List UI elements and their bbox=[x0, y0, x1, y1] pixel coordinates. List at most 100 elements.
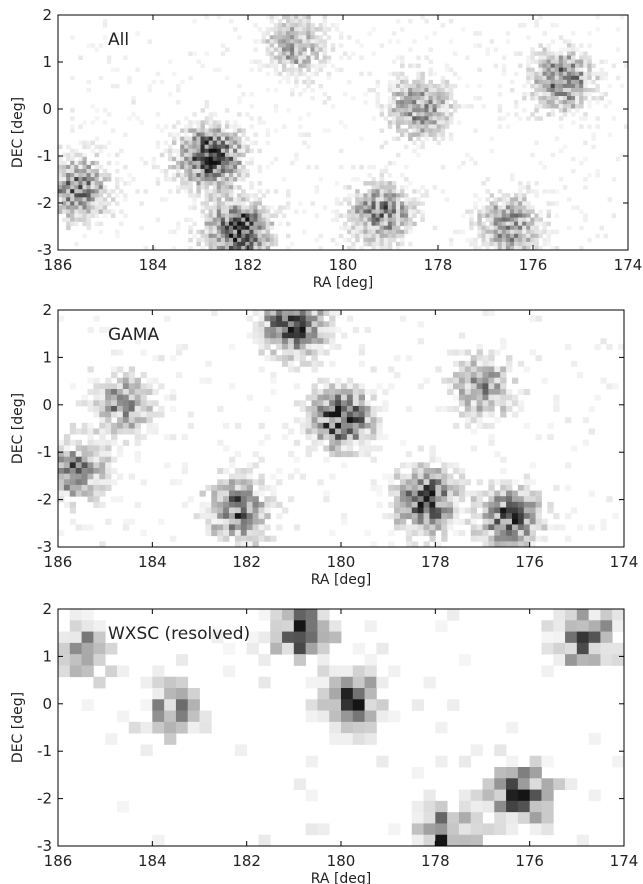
density-cell bbox=[87, 468, 94, 475]
density-cell bbox=[351, 245, 356, 251]
density-cell bbox=[204, 120, 210, 125]
density-cell bbox=[229, 173, 234, 178]
density-cell bbox=[509, 209, 515, 214]
density-cell bbox=[400, 100, 405, 105]
density-cell bbox=[293, 468, 301, 475]
density-cell bbox=[505, 245, 511, 251]
density-cell bbox=[352, 428, 360, 435]
density-cell bbox=[518, 213, 523, 218]
density-cell bbox=[359, 136, 364, 141]
density-cell bbox=[234, 501, 242, 508]
density-cell bbox=[448, 83, 454, 89]
density-cell bbox=[58, 665, 71, 678]
density-cell bbox=[408, 63, 413, 69]
density-cell bbox=[571, 120, 576, 125]
y-axis-label: DEC [deg] bbox=[10, 393, 26, 464]
density-cell bbox=[375, 193, 381, 198]
density-cell bbox=[358, 405, 365, 412]
density-cell bbox=[176, 132, 181, 137]
density-cell bbox=[241, 132, 246, 137]
density-cell bbox=[273, 67, 279, 73]
density-cell bbox=[224, 168, 230, 174]
density-cell bbox=[264, 326, 271, 333]
density-cell bbox=[506, 513, 513, 520]
density-cell bbox=[550, 79, 556, 85]
density-cell bbox=[404, 79, 409, 85]
density-cell bbox=[538, 43, 543, 48]
density-cell bbox=[514, 197, 519, 202]
density-cell bbox=[583, 59, 588, 65]
density-cell bbox=[281, 39, 287, 44]
density-cell bbox=[110, 83, 116, 89]
density-cell bbox=[494, 400, 501, 407]
density-cell bbox=[367, 173, 372, 178]
density-cell bbox=[400, 63, 405, 69]
density-cell bbox=[395, 55, 401, 60]
density-cell bbox=[470, 524, 478, 531]
density-cell bbox=[302, 47, 307, 52]
density-cell bbox=[128, 428, 136, 435]
density-cell bbox=[241, 128, 246, 133]
density-cell bbox=[310, 23, 315, 28]
density-cell bbox=[494, 530, 501, 537]
density-cell bbox=[128, 473, 136, 480]
density-cell bbox=[489, 136, 495, 141]
density-cell bbox=[293, 778, 307, 790]
density-cell bbox=[233, 156, 238, 162]
density-cell bbox=[538, 91, 543, 97]
density-cell bbox=[412, 83, 417, 89]
density-cell bbox=[566, 91, 572, 97]
density-cell bbox=[111, 400, 118, 407]
density-cell bbox=[488, 507, 495, 514]
density-cell bbox=[562, 96, 568, 101]
density-cell bbox=[105, 383, 112, 390]
density-cell bbox=[566, 71, 572, 77]
density-cell bbox=[323, 321, 330, 328]
density-cell bbox=[111, 434, 118, 441]
density-cell bbox=[140, 530, 147, 537]
density-cell bbox=[302, 140, 307, 146]
density-cell bbox=[224, 189, 230, 194]
density-cell bbox=[90, 201, 96, 206]
density-cell bbox=[98, 144, 104, 150]
density-cell bbox=[233, 136, 238, 141]
density-cell bbox=[579, 225, 584, 231]
density-cell bbox=[600, 524, 607, 531]
density-cell bbox=[432, 185, 438, 190]
density-cell bbox=[116, 451, 124, 458]
density-cell bbox=[318, 47, 324, 52]
density-cell bbox=[249, 91, 254, 97]
density-cell bbox=[62, 201, 67, 206]
density-cell bbox=[229, 193, 234, 198]
density-cell bbox=[485, 177, 490, 182]
density-cell bbox=[87, 496, 94, 503]
density-cell bbox=[318, 245, 324, 251]
density-cell bbox=[600, 609, 613, 621]
density-cell bbox=[391, 205, 397, 210]
density-cell bbox=[281, 51, 287, 56]
density-cell bbox=[497, 205, 503, 210]
density-cell bbox=[341, 462, 348, 469]
density-cell bbox=[306, 164, 311, 170]
density-cell bbox=[405, 473, 413, 480]
density-cell bbox=[341, 710, 354, 723]
density-cell bbox=[489, 221, 495, 227]
density-cell bbox=[111, 366, 118, 373]
density-cell bbox=[587, 55, 592, 60]
density-cell bbox=[208, 148, 214, 154]
density-cell bbox=[93, 428, 100, 435]
density-cell bbox=[364, 405, 371, 412]
density-cell bbox=[128, 372, 136, 379]
y-tick-label: 0 bbox=[42, 695, 52, 713]
density-cell bbox=[78, 124, 83, 129]
density-cell bbox=[240, 524, 248, 531]
density-cell bbox=[576, 834, 590, 847]
density-cell bbox=[444, 197, 450, 202]
density-cell bbox=[473, 193, 478, 198]
density-cell bbox=[408, 124, 413, 129]
density-cell bbox=[216, 168, 222, 174]
density-cell bbox=[379, 225, 385, 231]
density-cell bbox=[105, 377, 112, 384]
density-cell bbox=[588, 490, 595, 497]
density-cell bbox=[522, 23, 527, 28]
